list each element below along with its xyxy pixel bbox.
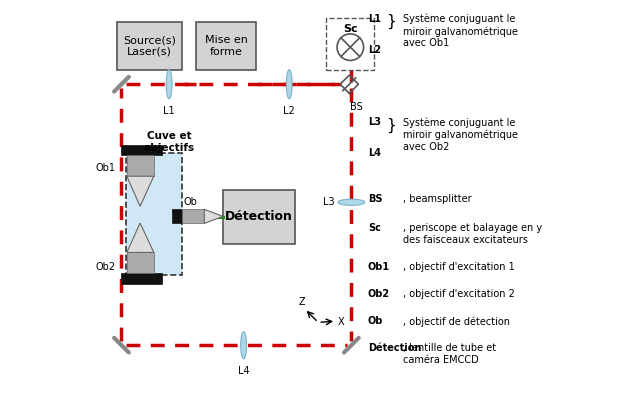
Text: BS: BS (350, 102, 363, 112)
FancyBboxPatch shape (120, 145, 162, 156)
Text: L1: L1 (163, 106, 175, 116)
Ellipse shape (286, 70, 292, 99)
Text: Ob2: Ob2 (95, 262, 115, 272)
FancyBboxPatch shape (196, 22, 256, 70)
Text: }: } (386, 117, 396, 133)
Text: Ob1: Ob1 (95, 163, 115, 173)
FancyBboxPatch shape (125, 153, 182, 275)
FancyBboxPatch shape (127, 252, 154, 273)
Ellipse shape (166, 70, 172, 99)
Text: L2: L2 (283, 106, 295, 116)
FancyBboxPatch shape (172, 209, 182, 224)
Text: L2: L2 (368, 45, 381, 55)
Text: Sc: Sc (368, 223, 381, 233)
FancyBboxPatch shape (120, 273, 162, 284)
Text: , objectif de détection: , objectif de détection (403, 316, 510, 327)
Text: Ob: Ob (183, 197, 197, 207)
FancyBboxPatch shape (223, 190, 295, 244)
Text: , beamsplitter: , beamsplitter (403, 194, 472, 204)
Text: Système conjuguant le
miroir galvanométrique
avec Ob2: Système conjuguant le miroir galvanométr… (403, 117, 518, 152)
Text: BS: BS (368, 194, 383, 204)
Text: L3: L3 (368, 117, 381, 127)
Text: , objectif d'excitation 2: , objectif d'excitation 2 (403, 289, 515, 299)
Ellipse shape (338, 199, 365, 206)
FancyBboxPatch shape (117, 22, 182, 70)
Text: Z: Z (298, 296, 305, 306)
Ellipse shape (241, 332, 246, 359)
Text: , lentille de tube et
caméra EMCCD: , lentille de tube et caméra EMCCD (403, 343, 496, 365)
Polygon shape (127, 223, 154, 252)
Text: L4: L4 (238, 366, 250, 376)
FancyBboxPatch shape (127, 156, 154, 176)
Text: Détection: Détection (368, 343, 421, 353)
Text: , periscope et balayage en y
des faisceaux excitateurs: , periscope et balayage en y des faiscea… (403, 223, 542, 245)
Text: L1: L1 (368, 14, 381, 24)
FancyBboxPatch shape (182, 209, 204, 224)
Text: }: } (386, 14, 396, 29)
Text: Mise en
forme: Mise en forme (205, 35, 248, 57)
Text: Système conjuguant le
miroir galvanométrique
avec Ob1: Système conjuguant le miroir galvanométr… (403, 14, 518, 48)
Text: Détection: Détection (225, 210, 293, 223)
Text: L4: L4 (368, 148, 381, 158)
Text: L3: L3 (323, 197, 335, 207)
Polygon shape (204, 209, 223, 224)
Text: , objectif d'excitation 1: , objectif d'excitation 1 (403, 262, 515, 272)
Text: X: X (338, 317, 344, 327)
Text: Sc: Sc (343, 24, 358, 34)
Text: Source(s)
Laser(s): Source(s) Laser(s) (123, 35, 176, 57)
Polygon shape (127, 176, 154, 206)
Text: Ob2: Ob2 (368, 289, 390, 299)
Text: Ob1: Ob1 (368, 262, 390, 272)
FancyBboxPatch shape (326, 18, 374, 70)
Text: Cuve et
objectifs: Cuve et objectifs (144, 131, 195, 153)
Text: Ob: Ob (368, 316, 383, 326)
